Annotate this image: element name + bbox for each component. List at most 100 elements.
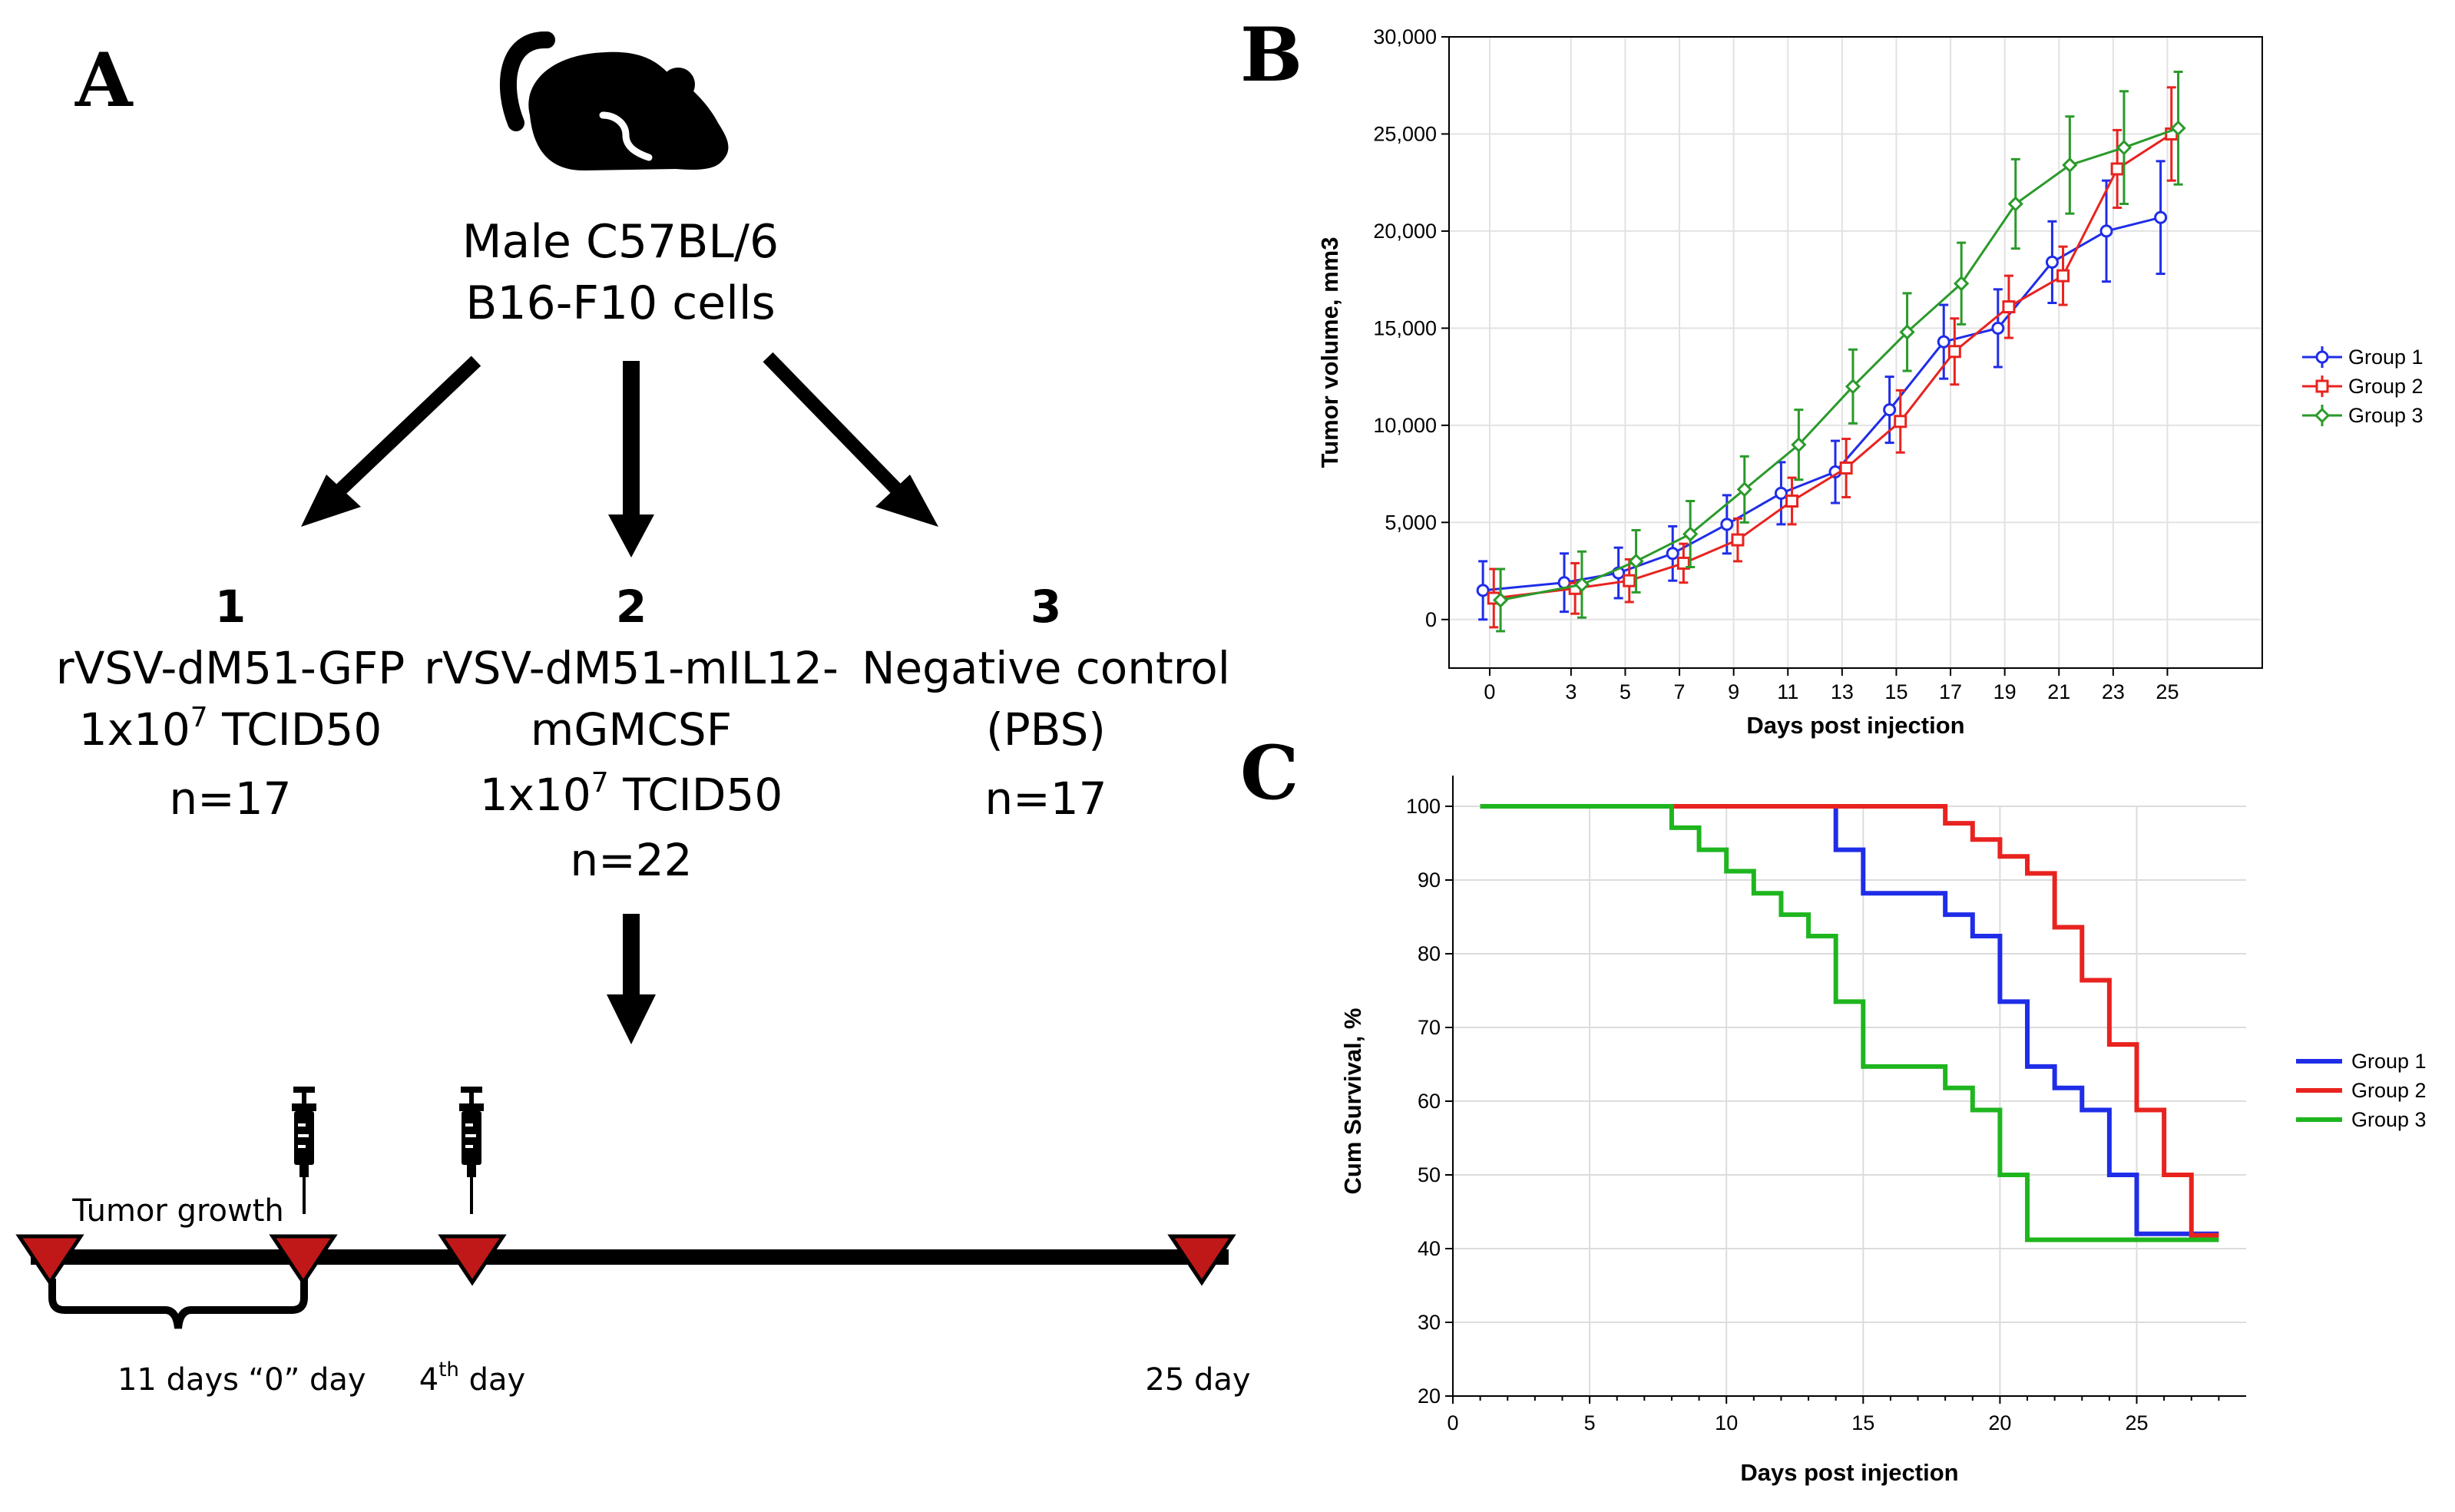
x-tick-label: 15 [1851,1411,1874,1434]
data-point [1676,556,1690,570]
syringe-icon [459,1087,484,1214]
legend-label: Group 1 [2351,1050,2427,1073]
timeline-marker-day25 [1167,1234,1236,1286]
tumor-volume-chart: 0 5,000 10,000 15,000 20,000 25,000 30,000 0 3 5 7… [1316,25,2424,739]
data-point [1937,335,1950,349]
data-point [2110,162,2124,176]
arrow-to-group3-head [875,475,938,527]
legend-label: Group 1 [2348,346,2424,369]
panel-a: A Male C57BL/6 B16-F10 cells 1 rVSV-dM51… [15,31,1251,1398]
mouse-icon [499,31,729,170]
group2-n: n=22 [570,834,692,886]
timeline-marker-start [15,1234,84,1286]
data-point [1720,518,1734,531]
x-tick-label: 13 [1831,680,1854,703]
x-tick-label: 19 [1993,680,2017,703]
x-tick-label: 25 [2156,680,2179,703]
y-tick-label: 20 [1418,1385,1441,1408]
legend-label: Group 3 [2351,1108,2427,1131]
data-point [1791,437,1807,453]
y-tick-label: 25,000 [1373,122,1437,145]
x-tick-label: 20 [1988,1411,2011,1434]
data-point [1573,577,1590,593]
group1-dose: 1x107 TCID50 [79,702,382,756]
day0-label: “0” day [248,1362,366,1398]
arrow-to-group1 [317,356,481,512]
data-point [2045,255,2059,269]
legend-marker [2315,379,2329,393]
survival-chart: 20 30 40 50 60 70 80 90 100 0 5 10 15 20 25 Days post i… [1339,776,2427,1486]
data-point [2056,269,2070,283]
eleven-days-bracket [48,1279,308,1329]
data-point [2099,224,2113,238]
y-tick-label: 100 [1406,795,1441,818]
x-tick-label: 9 [1728,680,1739,703]
x-tick-label: 0 [1447,1411,1458,1434]
y-tick-label: 50 [1418,1163,1441,1186]
survival-curve-group3 [1480,804,2219,1242]
x-axis-title: Days post injection [1746,712,1964,739]
day25-label: 25 day [1145,1362,1250,1398]
tumor-growth-label: Tumor growth [71,1193,284,1229]
data-point [2002,300,2016,314]
group2-dose: 1x107 TCID50 [480,767,782,821]
group3-number: 3 [1031,581,1061,633]
x-axis-title: Days post injection [1740,1459,1958,1486]
x-tick-label: 11 [1777,680,1798,703]
y-tick-label: 70 [1418,1016,1441,1039]
data-point [1736,481,1752,498]
group2-virus-cont: mGMCSF [531,703,732,756]
timeline: Tumor growth 11 days “0” day 4th day 25 … [15,1087,1251,1398]
data-point [1954,276,1970,292]
x-tick-label: 23 [2102,680,2125,703]
group1-n: n=17 [169,773,291,825]
data-point [1774,486,1788,500]
x-tick-label: 25 [2125,1411,2148,1434]
group3-n: n=17 [984,773,1107,825]
y-tick-label: 60 [1418,1090,1441,1113]
panel-c: C 20 30 40 50 60 70 80 90 100 0 5 10 15 20 25 Days post… [1240,730,2427,1486]
x-tick-label: 3 [1565,680,1577,703]
y-tick-label: 15,000 [1373,316,1437,339]
panel-letter-b: B [1240,12,1302,98]
data-point [1731,533,1745,547]
data-point [1883,403,1897,417]
data-point [2170,120,2186,136]
arrow-to-group1-head [301,475,361,527]
y-axis-title: Cum Survival, % [1339,1008,1366,1195]
x-tick-label: 21 [2047,680,2070,703]
data-point [1991,321,2005,335]
timeline-marker-day4 [438,1234,507,1286]
data-point [1623,574,1636,587]
data-point [1666,547,1679,561]
legend-marker [2314,407,2331,424]
y-tick-label: 90 [1418,868,1441,892]
x-tick-label: 5 [1584,1411,1596,1434]
group2-number: 2 [616,581,647,633]
data-point [1492,592,1509,608]
mouse-line1: Male C57BL/6 [462,215,779,269]
arrow-to-timeline-head [607,994,656,1044]
group1-virus: rVSV-dM51-GFP [56,642,405,694]
x-tick-label: 10 [1715,1411,1738,1434]
x-tick-label: 15 [1884,680,1907,703]
plot-border [1448,36,2263,669]
data-point [2154,210,2168,224]
x-tick-label: 5 [1620,680,1631,703]
data-point [1628,553,1644,570]
data-point [1682,526,1699,542]
data-point [1476,584,1490,597]
y-tick-label: 0 [1425,608,1437,631]
y-tick-label: 40 [1418,1237,1441,1260]
y-tick-label: 10,000 [1373,414,1437,437]
y-tick-label: 30 [1418,1311,1441,1334]
y-tick-label: 20,000 [1373,220,1437,243]
group3-label: Negative control [862,642,1230,694]
legend-label: Group 2 [2348,375,2424,398]
data-point [2116,140,2132,156]
eleven-days-label: 11 days [117,1362,239,1398]
timeline-marker-day0 [269,1234,338,1286]
y-axis-title: Tumor volume, mm3 [1316,237,1343,468]
panel-b: B 0 5,000 10,000 15,000 20,000 25,000 30,000 0 3… [1240,12,2424,739]
